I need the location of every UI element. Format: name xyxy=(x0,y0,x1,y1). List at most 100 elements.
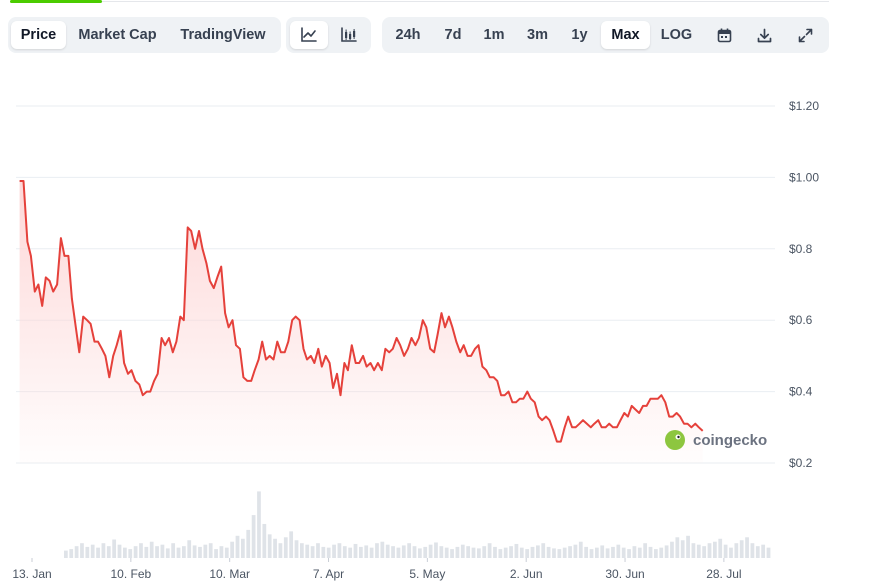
x-tick-label: 28. Jul xyxy=(706,567,741,581)
volume-bar xyxy=(546,546,551,558)
volume-bar xyxy=(460,544,465,558)
range-tab-group: 24h 7d 1m 3m 1y Max LOG xyxy=(382,17,829,53)
volume-bar xyxy=(696,544,701,558)
volume-bar xyxy=(106,546,111,558)
volume-bar xyxy=(525,549,530,558)
coingecko-logo xyxy=(665,430,685,450)
volume-bar xyxy=(235,535,240,558)
volume-bar xyxy=(369,547,374,558)
volume-bar xyxy=(434,542,438,558)
volume-bar xyxy=(262,523,267,558)
x-tick-label: 10. Feb xyxy=(110,567,151,581)
volume-bar xyxy=(332,544,336,558)
volume-bar xyxy=(401,545,406,558)
volume-bar xyxy=(380,541,385,558)
volume-bar xyxy=(160,544,165,558)
chart-type-group xyxy=(286,17,371,53)
volume-bar xyxy=(578,541,583,558)
volume-bar xyxy=(428,544,433,558)
volume-bar xyxy=(165,548,170,558)
volume-bar xyxy=(573,544,578,558)
volume-bar xyxy=(385,544,390,558)
volume-bar xyxy=(627,549,631,558)
range-1y[interactable]: 1y xyxy=(571,27,588,43)
volume-bar xyxy=(466,546,471,558)
price-chart[interactable]: coingecko $0.2 $0.4 $0.6 $0.8 $1.00 $1.20 13.… xyxy=(0,60,873,582)
fullscreen-button[interactable] xyxy=(789,21,821,49)
volume-bar xyxy=(766,547,771,558)
watermark-label: coingecko xyxy=(693,432,767,449)
volume-bar xyxy=(675,537,680,558)
volume-bar xyxy=(230,541,235,558)
calendar-button[interactable] xyxy=(708,21,740,49)
line-chart-icon xyxy=(301,27,317,42)
volume-bar xyxy=(552,548,556,558)
y-tick-label: $0.2 xyxy=(789,456,813,470)
volume-bar xyxy=(471,547,476,558)
range-7d[interactable]: 7d xyxy=(444,27,462,43)
volume-bar xyxy=(133,546,138,558)
volume-bar xyxy=(289,531,294,558)
active-tab-indicator xyxy=(10,0,102,3)
volume-bar xyxy=(80,543,84,558)
volume-bar xyxy=(707,543,712,558)
volume-bar xyxy=(64,550,68,558)
volume-bar xyxy=(755,546,760,558)
volume-bar xyxy=(654,549,658,558)
volume-bar xyxy=(149,541,154,558)
volume-bar xyxy=(664,545,669,558)
volume-bar xyxy=(450,549,454,558)
volume-bar xyxy=(326,547,331,558)
volume-bar xyxy=(493,546,497,558)
volume-bar xyxy=(498,549,503,558)
range-24h[interactable]: 24h xyxy=(395,27,421,43)
volume-bar xyxy=(761,544,766,558)
range-1m[interactable]: 1m xyxy=(483,27,505,43)
volume-bar xyxy=(257,491,261,558)
download-button[interactable] xyxy=(748,21,780,49)
log-scale-toggle[interactable]: LOG xyxy=(660,27,693,43)
y-tick-label: $1.00 xyxy=(789,170,819,184)
volume-bar xyxy=(214,549,218,558)
range-max[interactable]: Max xyxy=(601,21,650,49)
volume-bar xyxy=(74,546,79,558)
volume-bar xyxy=(589,549,594,558)
volume-bar xyxy=(691,543,696,558)
candlestick-chart-button[interactable] xyxy=(330,21,368,49)
volume-bar xyxy=(514,543,519,558)
volume-bar xyxy=(600,545,605,558)
volume-bar xyxy=(305,544,310,558)
x-tick-label: 30. Jun xyxy=(605,567,644,581)
volume-bar xyxy=(310,546,315,558)
volume-bar xyxy=(353,543,358,558)
volume-bar xyxy=(337,543,342,558)
volume-bar xyxy=(219,546,224,558)
volume-bar xyxy=(283,537,288,558)
volume-bar xyxy=(584,546,589,558)
y-tick-label: $1.20 xyxy=(789,99,819,113)
volume-bar xyxy=(568,546,572,558)
x-tick-label: 5. May xyxy=(409,567,445,581)
tab-price[interactable]: Price xyxy=(11,21,66,49)
volume-bar xyxy=(139,543,143,558)
volume-bar xyxy=(69,549,74,558)
range-3m[interactable]: 3m xyxy=(527,27,548,43)
y-tick-label: $0.8 xyxy=(789,242,813,256)
volume-bar xyxy=(680,540,685,558)
volume-bar xyxy=(203,544,208,558)
volume-bar xyxy=(557,549,562,558)
tab-tradingview[interactable]: TradingView xyxy=(180,27,266,43)
volume-bar xyxy=(482,546,487,558)
volume-bar xyxy=(659,547,664,558)
volume-bar xyxy=(686,535,690,558)
volume-bar xyxy=(702,546,707,558)
volume-bar xyxy=(487,543,492,558)
volume-bar xyxy=(503,547,508,558)
volume-bars xyxy=(64,491,771,558)
tab-market-cap[interactable]: Market Cap xyxy=(78,27,157,43)
volume-bar xyxy=(632,546,637,558)
volume-bar xyxy=(273,538,277,558)
volume-bar xyxy=(187,540,192,558)
line-chart-button[interactable] xyxy=(290,21,328,49)
volume-bar xyxy=(176,547,181,558)
